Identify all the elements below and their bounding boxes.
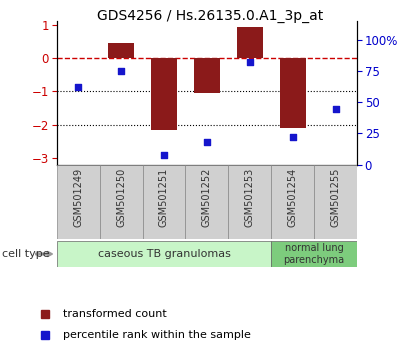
Bar	[271, 241, 357, 267]
Text: cell type: cell type	[2, 249, 50, 259]
Point	[160, 152, 167, 158]
Text: transformed count: transformed count	[63, 309, 167, 319]
Bar	[314, 165, 357, 239]
Bar	[100, 165, 142, 239]
Bar	[228, 165, 271, 239]
Text: GSM501253: GSM501253	[245, 167, 255, 227]
Text: GSM501251: GSM501251	[159, 167, 169, 227]
Point	[332, 106, 339, 112]
Text: GSM501250: GSM501250	[116, 167, 126, 227]
Bar	[194, 58, 220, 93]
Text: GSM501249: GSM501249	[73, 167, 83, 227]
Text: normal lung
parenchyma: normal lung parenchyma	[284, 243, 345, 265]
Point	[118, 68, 124, 74]
Point	[247, 59, 253, 65]
Bar	[185, 165, 228, 239]
Point	[75, 85, 81, 90]
Bar	[108, 43, 134, 58]
Point	[204, 139, 210, 145]
Text: caseous TB granulomas: caseous TB granulomas	[97, 249, 231, 259]
Bar	[271, 165, 314, 239]
Text: percentile rank within the sample: percentile rank within the sample	[63, 330, 251, 341]
Text: GSM501255: GSM501255	[331, 167, 341, 227]
Bar	[57, 165, 100, 239]
Bar	[57, 241, 271, 267]
Bar	[237, 27, 262, 58]
Bar	[280, 58, 305, 128]
Bar	[151, 58, 177, 130]
Point	[289, 135, 296, 140]
Text: GDS4256 / Hs.26135.0.A1_3p_at: GDS4256 / Hs.26135.0.A1_3p_at	[97, 9, 323, 23]
Text: GSM501252: GSM501252	[202, 167, 212, 227]
Bar	[142, 165, 185, 239]
Text: GSM501254: GSM501254	[288, 167, 298, 227]
